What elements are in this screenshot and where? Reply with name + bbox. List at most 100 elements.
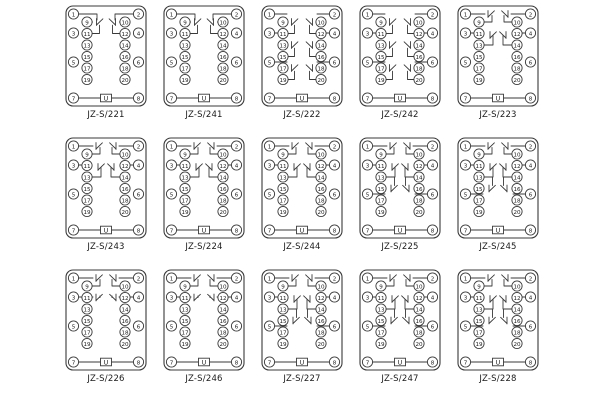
contact-blade-mid-right (499, 295, 507, 303)
terminal-label-7: 7 (268, 228, 272, 234)
terminal-circle-16 (119, 50, 131, 63)
terminal-label-4: 4 (235, 163, 239, 169)
terminal-label-10: 10 (513, 20, 521, 26)
terminal-circle-1 (165, 8, 178, 20)
terminal-circle-15 (473, 50, 485, 63)
wire-path (91, 147, 101, 155)
terminal-label-9: 9 (477, 20, 481, 26)
terminal-label-13: 13 (83, 43, 91, 49)
terminal-circle-17 (81, 62, 93, 74)
terminal-label-9: 9 (183, 152, 187, 158)
wire-path (483, 176, 493, 186)
terminal-label-11: 11 (181, 164, 189, 170)
terminal-circle-5 (361, 56, 374, 68)
relay-body-outline (163, 269, 245, 371)
terminal-label-17: 17 (83, 66, 91, 72)
terminal-circle-9 (277, 280, 289, 292)
wire-path (210, 24, 219, 34)
terminal-circle-20 (511, 73, 523, 86)
terminal-label-1: 1 (268, 12, 272, 18)
terminal-circle-17 (179, 62, 191, 74)
terminal-label-12: 12 (121, 32, 128, 38)
terminal-label-9: 9 (281, 152, 285, 158)
coil-label: U (300, 359, 305, 367)
terminal-circle-3 (67, 291, 80, 303)
terminal-circle-10 (217, 280, 229, 292)
terminal-circle-20 (217, 73, 229, 86)
wire-path (405, 176, 415, 186)
terminal-label-8: 8 (235, 228, 239, 234)
contact-blade-left-2 (389, 64, 397, 72)
coil-box (394, 357, 406, 367)
terminal-label-12: 12 (317, 164, 324, 170)
terminal-circle-6 (426, 188, 439, 200)
terminal-label-16: 16 (317, 55, 325, 61)
terminal-label-1: 1 (268, 144, 272, 150)
terminal-label-7: 7 (464, 96, 468, 102)
terminal-circle-20 (511, 205, 523, 218)
terminal-circle-20 (511, 337, 523, 350)
terminal-circle-1 (165, 272, 178, 284)
terminal-label-4: 4 (529, 31, 533, 37)
terminal-circle-12 (119, 159, 131, 172)
terminal-label-11: 11 (279, 164, 287, 170)
terminal-label-18: 18 (317, 66, 325, 72)
terminal-label-11: 11 (377, 296, 385, 302)
terminal-circle-12 (119, 27, 131, 40)
contact-blade-mid-left (97, 163, 105, 171)
terminal-circle-11 (473, 159, 485, 172)
terminal-circle-5 (361, 188, 374, 200)
contact-blade-top-right (305, 274, 313, 282)
wire-path (307, 308, 317, 318)
terminal-label-18: 18 (415, 66, 423, 72)
terminal-circle-7 (459, 92, 472, 104)
terminal-circle-6 (524, 320, 537, 332)
terminal-circle-2 (230, 272, 243, 284)
terminal-label-10: 10 (219, 20, 227, 26)
terminal-label-1: 1 (464, 12, 468, 18)
terminal-circle-2 (230, 140, 243, 152)
terminal-label-19: 19 (181, 78, 189, 84)
terminal-circle-20 (413, 205, 425, 218)
terminal-label-5: 5 (170, 60, 174, 66)
terminal-circle-10 (511, 280, 523, 292)
terminal-circle-20 (119, 337, 131, 350)
contact-blade-low-right (304, 316, 312, 324)
contact-blade-right-2 (403, 64, 411, 72)
contact-blade-mid-right (499, 31, 507, 39)
terminal-label-13: 13 (475, 307, 483, 313)
terminal-label-12: 12 (415, 32, 422, 38)
contact-blade-mid-right (207, 293, 215, 301)
wire-path (503, 15, 513, 23)
terminal-circle-7 (361, 356, 374, 368)
terminal-label-15: 15 (181, 319, 189, 325)
terminal-label-4: 4 (529, 295, 533, 301)
terminal-circle-12 (511, 27, 523, 40)
terminal-label-5: 5 (170, 192, 174, 198)
terminal-label-4: 4 (137, 163, 141, 169)
wire-path (385, 279, 395, 287)
terminal-label-11: 11 (377, 164, 385, 170)
terminal-circle-18 (119, 326, 131, 338)
terminal-label-20: 20 (415, 210, 423, 216)
terminal-circle-4 (426, 159, 439, 171)
coil-box (296, 357, 308, 367)
terminal-label-3: 3 (366, 295, 370, 301)
relay-body-outline (261, 5, 343, 107)
terminal-label-5: 5 (170, 324, 174, 330)
terminal-circle-9 (81, 280, 93, 292)
terminal-label-16: 16 (121, 187, 129, 193)
terminal-label-5: 5 (366, 60, 370, 66)
terminal-label-10: 10 (415, 152, 423, 158)
contact-blade-low-left (390, 316, 398, 324)
terminal-label-7: 7 (72, 360, 76, 366)
diagram-cell: U 1 2 3 4 5 6 7 8 9 10 11 12 13 14 15 16 17 18 19 20 JZ-S/226 (60, 266, 158, 398)
terminal-circle-2 (132, 8, 145, 20)
terminal-circle-10 (217, 148, 229, 160)
coil-label: U (202, 227, 207, 235)
terminal-label-15: 15 (181, 187, 189, 193)
terminal-circle-17 (179, 194, 191, 206)
